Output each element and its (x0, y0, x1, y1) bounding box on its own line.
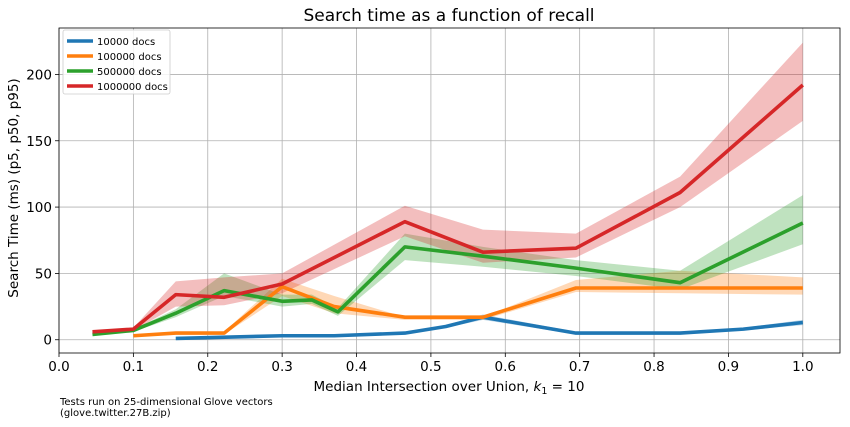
y-tick-label: 100 (26, 200, 52, 216)
x-tick-label: 0.8 (643, 359, 664, 375)
axis-ticks: 0.0 0.1 0.2 0.3 0.4 0.5 0.6 0.7 0.8 0.9 1.0 0 50 100 1… (26, 67, 813, 375)
y-axis-label: Search Time (ms) (p5, p50, p95) (6, 78, 22, 297)
legend-box (62, 29, 171, 95)
median-lines (92, 83, 804, 341)
legend-label: 10000 docs (97, 37, 155, 48)
y-tick-label: 0 (43, 333, 52, 349)
legend-label: 100000 docs (97, 52, 162, 63)
series-line (92, 221, 804, 337)
series-line (133, 284, 803, 338)
y-tick-label: 50 (35, 266, 52, 282)
x-axis-label: Median Intersection over Union, k1 = 10 (314, 379, 585, 397)
x-tick-label: 0.7 (569, 359, 590, 375)
chart-title: Search time as a function of recall (303, 6, 594, 26)
plot-frame (58, 27, 841, 354)
legend-label: 1000000 docs (97, 82, 168, 93)
caption: Tests run on 25-dimensional Glove vector… (60, 397, 273, 419)
x-tick-label: 0.6 (495, 359, 516, 375)
series-line (92, 83, 804, 334)
x-tick-label: 0.3 (271, 359, 292, 375)
x-tick-label: 0.1 (123, 359, 144, 375)
percentile-band (92, 195, 803, 336)
x-axis-label-k: k (534, 379, 543, 395)
series-line (175, 315, 804, 341)
x-tick-label: 0.2 (197, 359, 218, 375)
y-tick-label: 150 (26, 134, 52, 150)
x-tick-label: 0.5 (420, 359, 441, 375)
caption-line-2: (glove.twitter.27B.zip) (60, 408, 171, 419)
x-tick-label: 0.0 (48, 359, 69, 375)
x-axis-label-rest: = 10 (547, 379, 584, 395)
legend-label: 500000 docs (97, 67, 162, 78)
x-axis-label-text: Median Intersection over Union, (314, 379, 534, 395)
y-tick-label: 200 (26, 67, 52, 83)
x-tick-label: 1.0 (792, 359, 813, 375)
x-tick-label: 0.4 (346, 359, 367, 375)
x-axis-label-subscript: 1 (541, 386, 547, 397)
legend: 10000 docs 100000 docs 500000 docs 1000000 … (62, 29, 171, 95)
x-tick-label: 0.9 (718, 359, 739, 375)
caption-line-1: Tests run on 25-dimensional Glove vector… (60, 397, 273, 408)
